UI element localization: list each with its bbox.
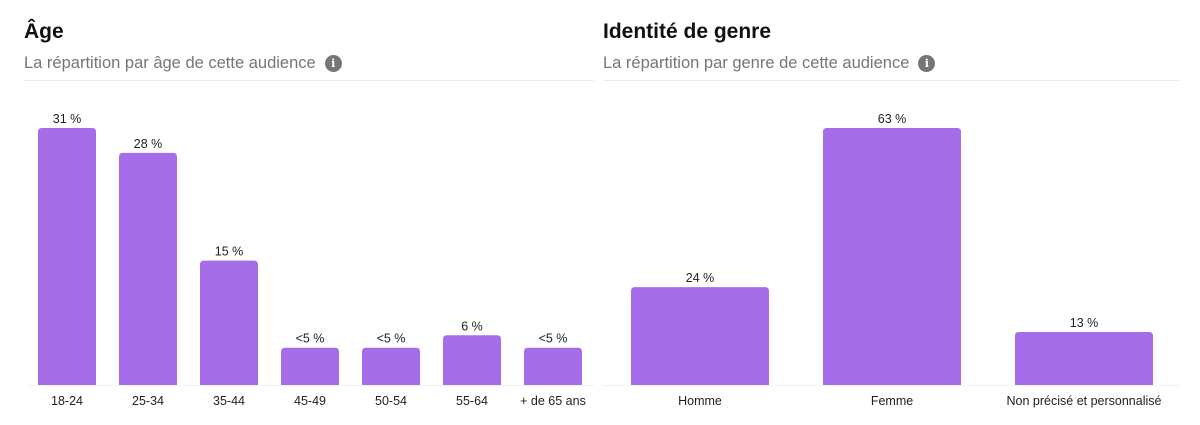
bar-homme[interactable] [631,287,769,385]
category-label-homme: Homme [678,394,722,408]
value-label-de-65-ans: <5 % [539,332,568,346]
category-label-55-64: 55-64 [456,394,488,408]
bar-35-44[interactable] [200,260,258,385]
age-divider [24,80,594,81]
info-icon[interactable]: i [324,55,342,72]
bar-45-49[interactable] [281,347,339,385]
value-label-femme: 63 % [878,112,907,126]
category-label-45-49: 45-49 [294,394,326,408]
value-label-35-44: 15 % [215,245,244,259]
category-label-non-pr-cis-et-personnalis: Non précisé et personnalisé [1007,394,1162,408]
category-label-de-65-ans: + de 65 ans [520,394,586,408]
bar-55-64[interactable] [443,335,501,385]
gender-divider [603,80,1180,81]
value-label-25-34: 28 % [134,137,163,151]
bar-de-65-ans[interactable] [524,347,582,385]
gender-panel: Identité de genre La répartition par gen… [595,0,1200,425]
value-label-50-54: <5 % [377,332,406,346]
category-label-18-24: 18-24 [51,394,83,408]
age-title: Âge [24,20,64,43]
info-icon[interactable]: i [918,55,936,72]
age-subtitle-row: La répartition par âge de cette audience… [24,54,342,73]
bar-25-34[interactable] [119,152,177,385]
category-label-35-44: 35-44 [213,394,245,408]
age-panel: Âge La répartition par âge de cette audi… [0,0,595,425]
gender-subtitle: La répartition par genre de cette audien… [603,54,910,72]
age-bar-chart: 31 % 18-24 28 % 25-34 15 % 35-44 <5 % 45-49 <5 %… [28,112,594,408]
gender-subtitle-row: La répartition par genre de cette audien… [603,54,936,73]
bar-18-24[interactable] [38,128,96,385]
category-label-femme: Femme [871,394,913,408]
gender-bar-chart: 24 % Homme 63 % Femme 13 % Non précisé et per… [603,112,1180,408]
value-label-non-pr-cis-et-personnalis: 13 % [1070,316,1099,330]
bar-50-54[interactable] [362,347,420,385]
bar-femme[interactable] [823,128,961,385]
category-label-50-54: 50-54 [375,394,407,408]
bar-non-pr-cis-et-personnalis[interactable] [1015,331,1153,385]
value-label-18-24: 31 % [53,112,82,126]
age-subtitle: La répartition par âge de cette audience [24,54,316,72]
category-label-25-34: 25-34 [132,394,164,408]
gender-title: Identité de genre [603,20,772,43]
value-label-homme: 24 % [686,271,715,285]
value-label-45-49: <5 % [296,332,325,346]
value-label-55-64: 6 % [461,319,483,333]
